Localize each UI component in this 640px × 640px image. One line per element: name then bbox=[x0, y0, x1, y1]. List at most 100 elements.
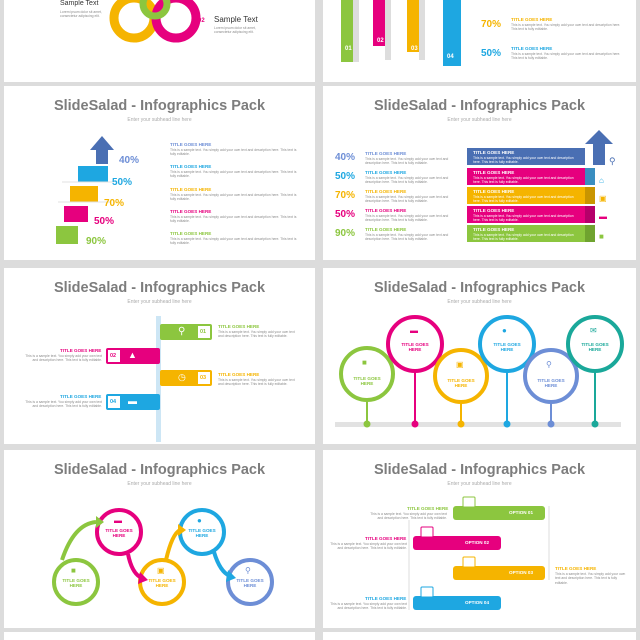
circle-title: TITLE GOES HERE bbox=[493, 342, 521, 352]
circle-title: TITLE GOES HERE bbox=[401, 342, 429, 352]
title-label: TITLE GOES HERE bbox=[218, 324, 260, 329]
body-text: This is a sample text. You simply add yo… bbox=[370, 512, 447, 521]
step-number: 02 bbox=[198, 18, 205, 24]
slide-title: SlideSalad - Infographics Pack bbox=[373, 98, 586, 114]
sample-text-right: Sample Text bbox=[214, 15, 258, 24]
bar-number: 03 bbox=[411, 46, 418, 52]
circle-title: TITLE GOES HERE bbox=[105, 528, 133, 538]
bar-title: TITLE GOES HERE bbox=[473, 227, 515, 232]
sample-text-left: Sample Text bbox=[60, 0, 99, 7]
slide-subtitle: Enter your subhead line here bbox=[127, 117, 192, 123]
chart-icon: ▲ bbox=[128, 350, 137, 360]
body-text: This is a sample text. You simply add yo… bbox=[555, 572, 626, 585]
option-label: OPTION 02 bbox=[465, 540, 489, 545]
body-text: This is a sample text. You simply add yo… bbox=[25, 400, 102, 409]
sample-body-left: Lorem ipsum dolor sit amet, consectetur … bbox=[60, 10, 102, 19]
slide-subtitle: Enter your subhead line here bbox=[127, 299, 192, 305]
title-label: TITLE GOES HERE bbox=[60, 348, 102, 353]
credit-card-icon: ▬ bbox=[128, 396, 137, 406]
slide-subtitle: Enter your subhead line here bbox=[127, 481, 192, 487]
percent-label: 70% bbox=[335, 190, 356, 201]
slide-7[interactable]: SlideSalad - Infographics Pack Enter you… bbox=[4, 450, 315, 628]
truck-icon: ■ bbox=[599, 232, 604, 241]
circle-title: TITLE GOES HERE bbox=[581, 342, 609, 352]
clock-icon: ◷ bbox=[178, 372, 186, 382]
title-label: TITLE GOES HERE bbox=[170, 142, 212, 147]
option-label: OPTION 04 bbox=[465, 600, 489, 605]
slide-10-partial[interactable] bbox=[323, 632, 636, 640]
slide-1[interactable]: Sample Text Lorem ipsum dolor sit amet, … bbox=[4, 0, 315, 82]
title-label: TITLE GOES HERE bbox=[218, 372, 260, 377]
circle-title: TITLE GOES HERE bbox=[62, 578, 90, 588]
slide-4[interactable]: SlideSalad - Infographics Pack Enter you… bbox=[323, 86, 636, 260]
circle-pins-graphic bbox=[335, 315, 624, 428]
slide-3[interactable]: SlideSalad - Infographics Pack Enter you… bbox=[4, 86, 315, 260]
body-text: This is a sample text. You simply add yo… bbox=[511, 52, 621, 61]
slide-title: SlideSalad - Infographics Pack bbox=[53, 98, 266, 114]
title-label: TITLE GOES HERE bbox=[170, 187, 212, 192]
title-label: TITLE GOES HERE bbox=[170, 209, 212, 214]
title-label: TITLE GOES HERE bbox=[170, 164, 212, 169]
bar-body: This is a sample text. You simply add yo… bbox=[473, 195, 574, 203]
ring-cycle-graphic bbox=[109, 0, 201, 43]
slide-5[interactable]: SlideSalad - Infographics Pack Enter you… bbox=[4, 268, 315, 444]
credit-card-icon: ▬ bbox=[114, 516, 122, 525]
truck-icon: ■ bbox=[71, 566, 76, 575]
bar-body: This is a sample text. You simply add yo… bbox=[473, 156, 574, 164]
cart-icon: ▣ bbox=[157, 566, 165, 575]
bar-columns-graphic bbox=[341, 0, 461, 66]
percent-label: 40% bbox=[119, 155, 140, 166]
circle-flow-graphic bbox=[52, 508, 274, 606]
bar-title: TITLE GOES HERE bbox=[473, 150, 515, 155]
slide-title: SlideSalad - Infographics Pack bbox=[373, 280, 586, 296]
bar-title: TITLE GOES HERE bbox=[473, 208, 515, 213]
step-number: 03 bbox=[200, 375, 207, 381]
slide-title: SlideSalad - Infographics Pack bbox=[53, 462, 266, 478]
body-text: This is a sample text. You simply add yo… bbox=[365, 176, 449, 185]
percent-label: 90% bbox=[335, 228, 356, 239]
circle-title: TITLE GOES HERE bbox=[148, 578, 176, 588]
body-text: This is a sample text. You simply add yo… bbox=[170, 148, 297, 157]
body-text: This is a sample text. You simply add yo… bbox=[218, 378, 295, 387]
title-label: TITLE GOES HERE bbox=[365, 227, 407, 232]
title-label: TITLE GOES HERE bbox=[365, 596, 407, 601]
percent-label: 90% bbox=[86, 236, 107, 247]
slide-8[interactable]: SlideSalad - Infographics Pack Enter you… bbox=[323, 450, 636, 628]
percent-label: 70% bbox=[104, 198, 125, 209]
user-icon: ● bbox=[197, 516, 202, 525]
body-text: This is a sample text. You simply add yo… bbox=[365, 233, 449, 242]
title-label: TITLE GOES HERE bbox=[365, 170, 407, 175]
body-text: This is a sample text. You simply add yo… bbox=[170, 193, 297, 202]
title-label: TITLE GOES HERE bbox=[365, 189, 407, 194]
step-number: 01 bbox=[200, 329, 207, 335]
circle-title: TITLE GOES HERE bbox=[537, 378, 565, 388]
sample-body-right: Lorem ipsum dolor sit amet, consectetur … bbox=[214, 26, 256, 35]
percent-label: 70% bbox=[481, 19, 502, 30]
circle-title: TITLE GOES HERE bbox=[236, 578, 264, 588]
percent-label: 40% bbox=[335, 152, 356, 163]
slide-9-partial[interactable] bbox=[4, 632, 315, 640]
body-text: This is a sample text. You simply add yo… bbox=[511, 23, 621, 32]
title-label: TITLE GOES HERE bbox=[365, 208, 407, 213]
step-number: 02 bbox=[110, 353, 117, 359]
slide-subtitle: Enter your subhead line here bbox=[447, 481, 512, 487]
option-label: OPTION 01 bbox=[509, 510, 533, 515]
bar-title: TITLE GOES HERE bbox=[473, 170, 515, 175]
truck-icon: ■ bbox=[362, 358, 367, 367]
user-icon: ● bbox=[502, 326, 507, 335]
bar-body: This is a sample text. You simply add yo… bbox=[473, 176, 574, 184]
stacked-arrow-bars-graphic bbox=[467, 130, 613, 242]
title-label: TITLE GOES HERE bbox=[407, 506, 449, 511]
step-number: 04 bbox=[110, 399, 117, 405]
cart-icon: ▣ bbox=[599, 194, 607, 203]
body-text: This is a sample text. You simply add yo… bbox=[25, 354, 102, 363]
slide-6[interactable]: SlideSalad - Infographics Pack Enter you… bbox=[323, 268, 636, 444]
circle-title: TITLE GOES HERE bbox=[188, 528, 216, 538]
bar-body: This is a sample text. You simply add yo… bbox=[473, 233, 574, 241]
slide-subtitle: Enter your subhead line here bbox=[447, 117, 512, 123]
search-icon: ⚲ bbox=[178, 326, 186, 337]
slide-2[interactable]: 01 02 03 04 70% TITLE GOES HERE This is … bbox=[323, 0, 636, 82]
slide-title: SlideSalad - Infographics Pack bbox=[373, 462, 586, 478]
bar-title: TITLE GOES HERE bbox=[473, 189, 515, 194]
title-label: TITLE GOES HERE bbox=[365, 151, 407, 156]
